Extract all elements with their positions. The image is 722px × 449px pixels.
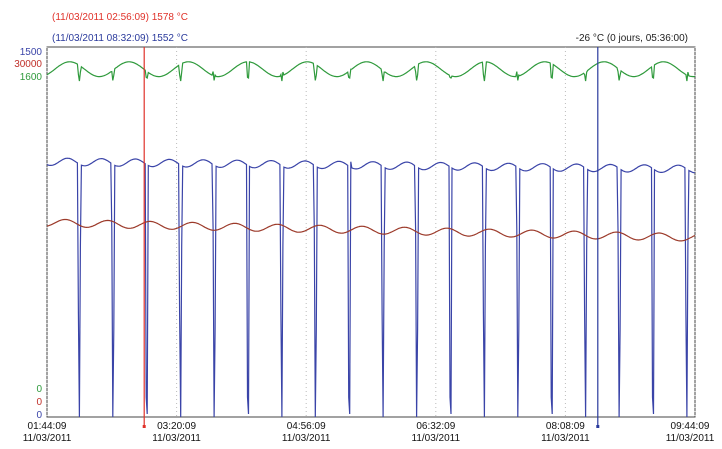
x-ticks: 01:44:09 11/03/2011 03:20:09 11/03/2011 … <box>23 421 715 444</box>
x-tick-time-4: 08:08:09 <box>546 421 585 432</box>
x-tick-date-3: 11/03/2011 <box>412 433 461 444</box>
series-line-0 <box>46 61 696 82</box>
series-group <box>46 61 696 418</box>
cursor-marker-1[interactable] <box>596 425 600 428</box>
y-axis-2-top: 30000 <box>14 59 42 70</box>
x-tick-date-2: 11/03/2011 <box>282 433 331 444</box>
x-tick-date-4: 11/03/2011 <box>541 433 590 444</box>
y-axis-2-bottom: 0 <box>36 397 42 408</box>
delta-label: -26 °C (0 jours, 05:36:00) <box>576 33 688 44</box>
cursor-label-red: (11/03/2011 02:56:09) 1578 °C <box>52 12 188 23</box>
x-tick-time-3: 06:32:09 <box>416 421 455 432</box>
x-tick-date-5: 11/03/2011 <box>666 433 715 444</box>
y-axis-1-bottom: 0 <box>36 410 42 421</box>
y-axis-3-top: 1600 <box>20 72 43 83</box>
x-tick-time-0: 01:44:09 <box>28 421 67 432</box>
series-line-2 <box>46 218 696 242</box>
cursor-marker-0[interactable] <box>142 425 146 428</box>
x-tick-time-2: 04:56:09 <box>287 421 326 432</box>
y-axis-3-bottom: 0 <box>36 384 42 395</box>
cursor-group <box>142 47 600 428</box>
series-line-1 <box>46 157 696 418</box>
x-tick-time-1: 03:20:09 <box>157 421 196 432</box>
x-tick-date-1: 11/03/2011 <box>152 433 201 444</box>
x-tick-date-0: 11/03/2011 <box>23 433 72 444</box>
x-tick-time-5: 09:44:09 <box>671 421 710 432</box>
y-axis-1-top: 1500 <box>20 47 43 58</box>
cursor-label-blue: (11/03/2011 08:32:09) 1552 °C <box>52 33 188 44</box>
